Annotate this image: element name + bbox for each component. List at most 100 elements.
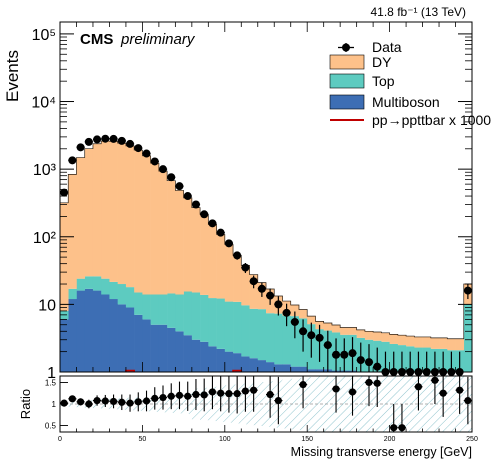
data-point-14: [175, 182, 184, 191]
x-tick-label-5: 250: [466, 436, 478, 443]
ratio-point-36: [456, 386, 464, 394]
ratio-point-14: [175, 391, 184, 399]
y-tick-label-4: 10⁴: [31, 95, 56, 112]
legend-label-data: Data: [372, 39, 402, 55]
ratio-point-23: [250, 386, 258, 394]
x-tick-label-1: 50: [139, 436, 147, 443]
bar-dy-47: [447, 338, 456, 351]
data-point-26: [274, 300, 283, 309]
bar-top-21: [233, 301, 242, 354]
data-point-34: [340, 350, 349, 359]
bar-top-26: [274, 313, 283, 365]
data-point-23: [249, 277, 258, 286]
bar-dy-21: [233, 255, 242, 302]
data-point-36: [356, 356, 365, 365]
bar-top-10: [142, 294, 151, 320]
y-tick-label-2: 10²: [33, 230, 57, 247]
bar-multiboson-17: [200, 341, 209, 372]
data-point-37: [365, 358, 373, 367]
ratio-point-21: [233, 390, 241, 398]
ratio-point-24: [266, 390, 274, 399]
bar-top-27: [282, 315, 292, 365]
ratio-point-4: [93, 396, 101, 405]
ratio-point-18: [208, 388, 217, 396]
bar-dy-45: [430, 337, 440, 349]
ratio-point-11: [151, 394, 159, 402]
data-point-31: [315, 333, 324, 342]
bar-dy-48: [455, 338, 465, 351]
bar-top-4: [92, 276, 102, 291]
bar-multiboson-31: [315, 369, 324, 372]
data-point-9: [134, 144, 143, 153]
bar-dy-22: [241, 265, 250, 306]
ratio-points: [60, 376, 472, 432]
ratio-y-ticks: 0.5 1 1.5: [45, 378, 68, 431]
bar-multiboson-26: [274, 364, 283, 372]
ratio-point-31: [390, 424, 398, 432]
bar-multiboson-22: [241, 356, 250, 372]
ratio-y-axis-label: Ratio: [18, 389, 33, 419]
ratio-point-27: [332, 385, 340, 393]
legend-entry-signal: pp→ppttbar x 1000: [330, 112, 491, 128]
bar-multiboson-7: [117, 304, 127, 372]
ratio-point-8: [126, 399, 134, 407]
data-point-21: [233, 251, 242, 260]
ratio-point-9: [134, 398, 142, 406]
bar-multiboson-11: [150, 324, 160, 372]
ratio-point-25: [274, 396, 282, 405]
bar-top-28: [290, 316, 300, 367]
bar-multiboson-19: [216, 348, 226, 372]
bar-dy-6: [109, 141, 118, 282]
bar-multiboson-30: [307, 369, 316, 372]
main-plot-panel: 1 10 10² 10³ 10⁴ 10⁵: [31, 21, 473, 382]
bar-top-25: [266, 313, 275, 363]
bar-top-12: [158, 294, 168, 325]
ratio-point-19: [217, 389, 225, 397]
bar-multiboson-12: [158, 324, 168, 372]
mc-stack: [59, 140, 473, 372]
y-tick-label-5: 10⁵: [32, 27, 56, 44]
bar-top-49: [463, 304, 473, 372]
ratio-point-32: [398, 424, 406, 432]
ratio-point-3: [85, 400, 93, 408]
data-point-29: [299, 327, 308, 336]
bar-dy-35: [348, 327, 357, 335]
ratio-point-34: [431, 376, 439, 384]
data-point-27: [282, 308, 291, 317]
x-axis-label: Missing transverse energy [GeV]: [291, 445, 472, 459]
y-tick-label-1: 10: [38, 297, 56, 314]
data-point-2: [76, 143, 85, 152]
ratio-point-15: [184, 392, 192, 400]
ratio-point-10: [142, 397, 151, 405]
bar-top-8: [125, 287, 135, 308]
bar-top-22: [241, 305, 250, 357]
bar-multiboson-9: [134, 314, 143, 372]
bar-dy-29: [298, 309, 308, 319]
bar-multiboson-24: [257, 360, 267, 372]
ratio-y-tick-label-1: 1: [52, 400, 57, 409]
bar-multiboson-21: [233, 353, 242, 372]
bar-dy-39: [381, 332, 390, 342]
bar-dy-23: [249, 274, 259, 309]
data-point-18: [208, 219, 217, 228]
bar-multiboson-23: [249, 358, 259, 372]
bar-dy-15: [183, 197, 193, 292]
bar-top-17: [200, 294, 209, 342]
data-point-4: [93, 135, 102, 144]
bar-dy-8: [125, 145, 135, 288]
ratio-point-37: [464, 396, 472, 405]
legend-swatch-multiboson: [329, 94, 365, 110]
data-layer: [60, 134, 472, 376]
data-point-17: [200, 210, 209, 219]
ratio-point-20: [225, 390, 233, 398]
bar-top-9: [134, 292, 143, 315]
bar-multiboson-16: [191, 339, 201, 372]
data-point-6: [109, 134, 118, 143]
data-point-20: [224, 239, 233, 248]
legend-swatch-top: [329, 73, 365, 89]
data-point-28: [290, 317, 299, 326]
legend-entry-data: Data: [338, 39, 402, 55]
data-point-12: [159, 165, 167, 174]
ratio-point-33: [414, 383, 423, 391]
